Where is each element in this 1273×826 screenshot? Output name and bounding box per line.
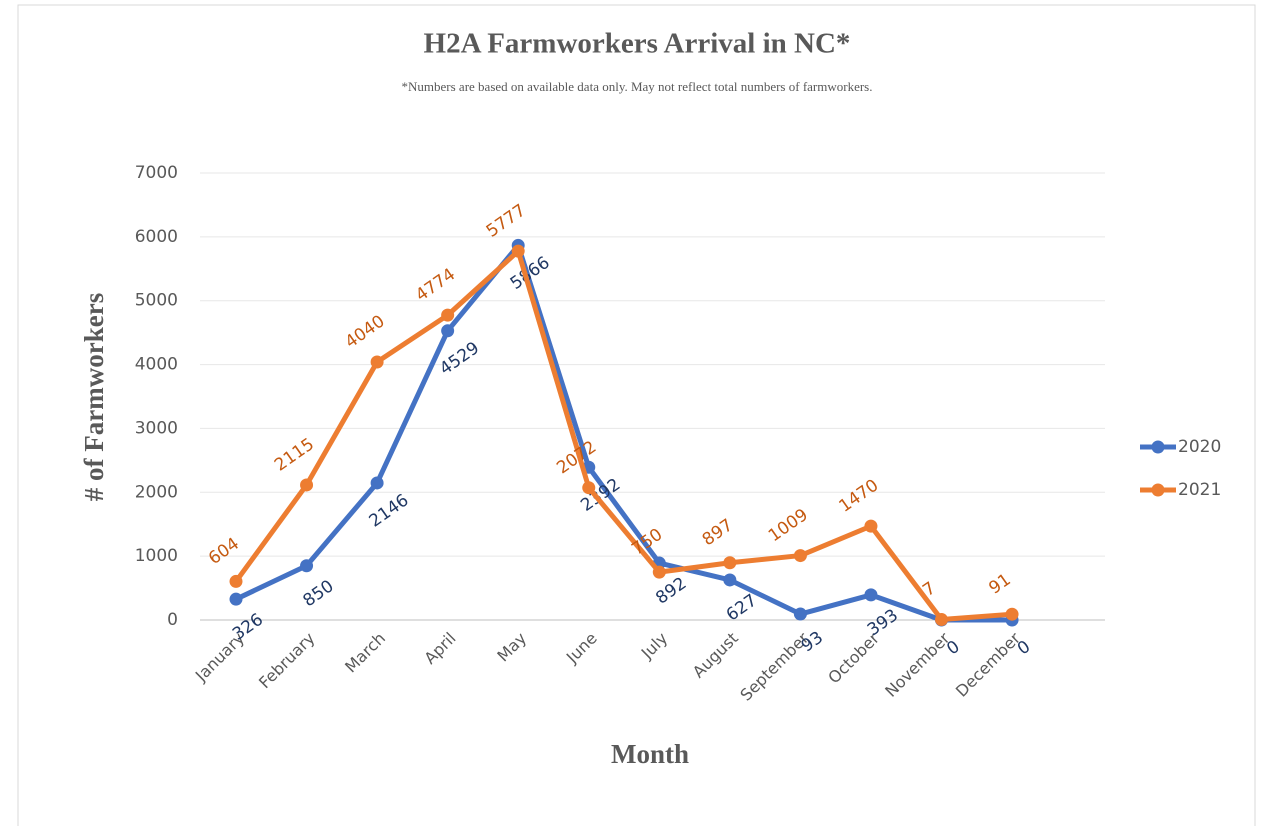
y-tick-label: 0 [167,610,178,630]
series-line [234,242,1013,623]
data-point [370,476,384,490]
data-point [300,478,314,492]
data-point [511,244,525,258]
data-point [723,573,737,587]
legend-label: 2020 [1178,437,1221,457]
data-point [370,355,384,369]
chart-subtitle: *Numbers are based on available data onl… [402,79,873,94]
y-tick-label: 2000 [135,482,178,502]
y-tick-label: 3000 [135,418,178,438]
data-point [793,607,807,621]
data-point [864,519,878,533]
data-point [582,481,596,495]
y-tick-label: 1000 [135,546,178,566]
x-axis-title: Month [611,739,689,769]
legend-marker [1151,440,1165,454]
data-point [793,549,807,563]
data-point [935,613,948,627]
data-point [229,574,243,588]
data-point [441,324,455,338]
chart-frame [17,4,1256,826]
series-line [233,248,1013,623]
data-point [723,556,737,570]
legend-label: 2021 [1178,480,1221,500]
y-tick-label: 7000 [135,163,178,183]
y-tick-label: 5000 [135,291,178,311]
chart-title: H2A Farmworkers Arrival in NC* [424,28,851,60]
data-point [864,588,878,602]
legend-marker [1151,483,1165,497]
y-axis-title: # of Farmworkers [79,293,109,501]
data-point [1005,607,1019,621]
y-tick-label: 4000 [135,355,178,375]
data-point [652,565,666,579]
data-point [441,308,455,322]
y-tick-label: 6000 [135,227,178,247]
data-point [300,559,314,573]
data-point [229,592,243,606]
